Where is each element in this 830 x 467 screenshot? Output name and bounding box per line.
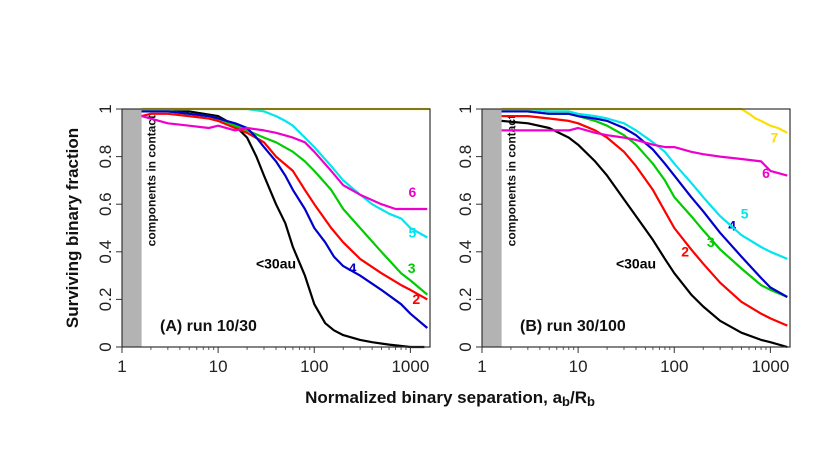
series-line-2 — [141, 112, 428, 301]
series-label-2: 2 — [412, 291, 420, 307]
contact-label: components in contact — [145, 115, 159, 246]
series-line-5 — [501, 107, 788, 260]
x-axis-title-main: Normalized binary separation, a — [305, 388, 563, 407]
y-tick-label: 0 — [456, 342, 475, 351]
x-axis-title-sub1: b — [562, 394, 570, 409]
x-axis-title-sub2: b — [587, 394, 595, 409]
series-label-2: 2 — [681, 244, 689, 260]
series-label-3: 3 — [707, 234, 715, 250]
y-tick-label: 0.4 — [456, 240, 475, 264]
series-label-6: 6 — [762, 165, 770, 181]
y-tick-label: 0.8 — [96, 145, 115, 169]
series-line-2 — [501, 114, 788, 327]
y-tick-label: 1 — [96, 104, 115, 113]
panel-label: (B) run 30/100 — [520, 318, 626, 335]
y-tick-label: 0.4 — [96, 240, 115, 264]
series-label-1: <30au — [616, 255, 656, 271]
y-tick-label: 0.6 — [456, 192, 475, 216]
series-label-3: 3 — [408, 260, 416, 276]
x-axis-title: Normalized binary separation, ab/Rb — [305, 388, 595, 409]
series-line-1 — [501, 119, 788, 349]
series-label-1: <30au — [256, 255, 296, 271]
contact-shade — [482, 109, 502, 347]
x-tick-label: 100 — [660, 357, 688, 376]
series-label-5: 5 — [741, 205, 749, 221]
x-tick-label: 1000 — [751, 357, 789, 376]
series-label-6: 6 — [409, 184, 417, 200]
y-tick-label: 0 — [96, 342, 115, 351]
y-tick-label: 0.2 — [96, 288, 115, 312]
contact-shade — [122, 109, 142, 347]
series-line-6 — [501, 126, 788, 177]
y-axis-title: Surviving binary fraction — [63, 128, 82, 328]
y-tick-label: 0.6 — [96, 192, 115, 216]
series-label-4: 4 — [349, 260, 357, 276]
series-line-6 — [141, 115, 428, 211]
contact-label: components in contact — [505, 115, 519, 246]
plot-frame — [121, 108, 431, 348]
x-tick-label: 1 — [477, 357, 486, 376]
series-label-5: 5 — [409, 225, 417, 241]
x-tick-label: 1000 — [391, 357, 429, 376]
y-tick-label: 0.8 — [456, 145, 475, 169]
x-tick-label: 100 — [300, 357, 328, 376]
x-tick-label: 10 — [209, 357, 228, 376]
x-axis-title-mid: /R — [570, 388, 587, 407]
x-tick-label: 1 — [117, 357, 126, 376]
series-label-7: 7 — [770, 129, 778, 145]
x-tick-label: 10 — [569, 357, 588, 376]
y-tick-label: 1 — [456, 104, 475, 113]
series-label-4: 4 — [728, 217, 736, 233]
series-line-4 — [501, 110, 788, 298]
y-tick-label: 0.2 — [456, 288, 475, 312]
series-line-4 — [141, 110, 429, 329]
panel-label: (A) run 10/30 — [160, 318, 257, 335]
